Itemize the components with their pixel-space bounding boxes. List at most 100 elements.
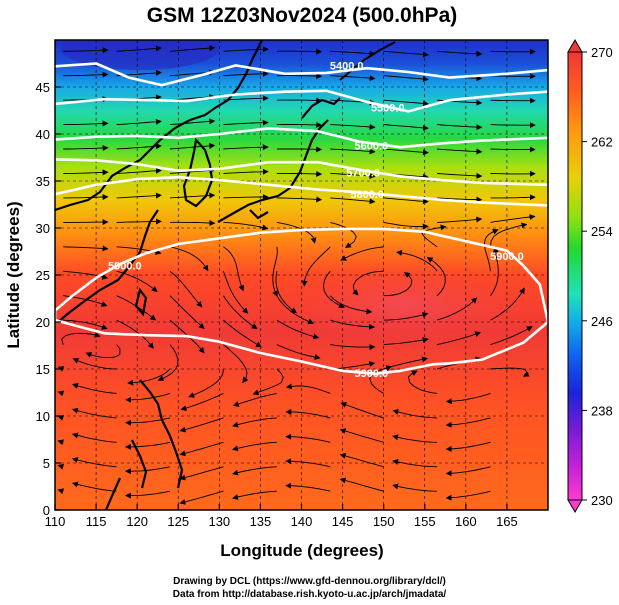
contour-label: 5500.0 [371,103,405,115]
streamline [383,50,429,58]
y-tick-label: 10 [36,409,50,424]
streamline [392,458,438,468]
streamline [490,287,525,321]
streamline [116,218,162,225]
streamline [383,272,413,297]
streamline [179,490,224,505]
grid-lines [55,40,548,510]
contour-5900 [55,227,548,375]
streamline [72,358,117,370]
streamline [116,167,162,174]
streamline [285,482,331,492]
contour-label: 5600.0 [355,140,389,152]
streamline [63,120,109,127]
y-tick-label: 5 [43,456,50,471]
streamline [57,463,65,470]
colorbar-tick-label: 238 [591,403,613,418]
streamline [490,194,536,201]
coastline-asia [55,40,263,323]
x-tick-label: 125 [167,514,189,529]
streamline [322,270,345,309]
streamline [116,45,162,52]
streamline [169,118,216,126]
streamline [127,368,171,386]
streamline [408,370,438,394]
streamline [339,477,384,492]
streamline [232,466,277,476]
streamline [63,47,109,54]
streamline [330,50,376,57]
streamline [223,295,258,330]
plot-area: 5400.0 5500.0 5600.0 5700.0 5800.0 5900.0 5900… [55,40,548,510]
streamline [490,97,536,104]
streamline [232,392,277,407]
streamline [329,295,373,315]
x-axis-ticks: 110 115 120 125 130 135 140 145 150 155 160 165 [45,504,518,529]
streamline [437,172,483,179]
x-tick-label: 115 [86,514,107,529]
colorbar-tick-label: 246 [591,314,613,329]
chart-title: GSM 12Z03Nov2024 (500.0hPa) [147,4,458,27]
streamline [272,246,278,297]
streamline [330,124,376,130]
streamline [63,71,109,78]
x-axis-title: Longitude (degrees) [220,541,383,560]
streamline [445,417,491,428]
streamline [169,270,203,308]
y-tick-label: 40 [36,127,50,142]
x-tick-label: 155 [414,514,436,529]
streamline [157,344,179,382]
streamline [169,45,216,52]
streamline [71,457,117,468]
streamline [232,417,277,428]
streamline [223,95,269,102]
streamline [383,124,429,131]
streamline [169,295,205,329]
streamline [116,118,162,126]
streamline [285,433,331,443]
streamline [223,246,245,292]
streamline [490,222,528,247]
streamline [252,368,284,396]
y-tick-label: 35 [36,174,50,189]
streamline [340,246,384,261]
streamline [330,197,376,205]
credit-data-source: Data from http://database.rish.kyoto-u.a… [172,589,447,600]
streamline [436,297,478,321]
streamline [276,344,321,360]
coastline-kamchatka [339,41,396,81]
streamline [169,219,216,226]
streamline [276,146,323,153]
x-tick-label: 110 [45,514,66,529]
streamline [169,246,209,272]
streamline [383,197,429,205]
streamline [57,439,65,446]
streamline [223,144,269,151]
streamline [63,194,109,200]
streamline [276,97,323,104]
streamline [490,214,536,223]
streamline [125,392,171,403]
streamline [330,75,376,82]
streamline [445,441,491,452]
streamline [223,119,269,126]
streamline [383,312,429,321]
streamline [301,246,331,287]
streamline [436,331,482,346]
y-tick-label: 45 [36,80,50,95]
streamline [276,121,323,128]
x-tick-label: 120 [126,514,148,529]
streamline [285,408,331,419]
streamline [179,466,224,481]
contour-5700 [55,158,548,187]
streamline [392,483,438,492]
streamline [437,148,483,155]
coastline [55,40,396,510]
x-tick-label: 140 [291,514,313,529]
streamline [63,169,109,176]
y-axis-title: Latitude (degrees) [4,201,23,348]
height-contours: 5400.0 5500.0 5600.0 5700.0 5800.0 5900.0 5900… [55,60,548,380]
streamline [437,50,483,57]
streamline [445,392,491,405]
